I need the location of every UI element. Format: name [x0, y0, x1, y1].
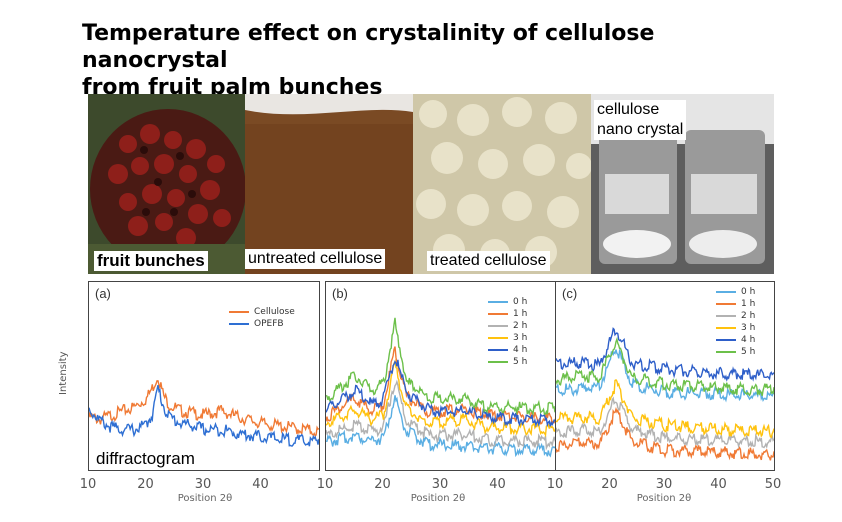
panel-b: (b) 0 h 1 h 2 h 3 h 4 h 5 h	[325, 281, 557, 471]
legend-label: 2 h	[741, 311, 756, 321]
x-axis-label-b: Position 2θ	[410, 493, 466, 504]
legend-entry: 4 h	[488, 344, 527, 356]
legend-label: 0 h	[513, 297, 528, 307]
legend-entry: 3 h	[716, 322, 755, 334]
series-5-h-line	[326, 317, 556, 417]
x-tick-label: 20	[374, 477, 391, 492]
x-tick-label: 10	[79, 477, 97, 492]
x-tick-label: 20	[601, 477, 618, 492]
legend-entry: 2 h	[488, 320, 527, 332]
legend-label: 3 h	[741, 323, 756, 333]
series-2-h-line	[326, 379, 556, 451]
legend-swatch	[488, 337, 508, 339]
legend-swatch	[229, 311, 249, 313]
cnc-caption-line-1: cellulose	[597, 101, 660, 118]
legend-label: 4 h	[513, 345, 528, 355]
treated-cellulose-caption: treated cellulose	[427, 251, 550, 271]
x-tick-label: 30	[194, 477, 212, 492]
panel-b-plot	[326, 317, 556, 458]
x-tick-label: 10	[546, 477, 564, 492]
series-5-h-line	[556, 336, 774, 397]
x-tick-label: 40	[489, 477, 506, 492]
legend-entry: 1 h	[488, 308, 527, 320]
legend-label: 5 h	[513, 357, 528, 367]
untreated-cellulose-caption: untreated cellulose	[245, 249, 386, 269]
y-axis-label: Intensity	[58, 351, 69, 395]
series-1-h-line	[556, 406, 774, 461]
series-1-h-line	[326, 346, 556, 425]
diffractogram-caption: diffractogram	[96, 449, 195, 468]
legend-label: Cellulose	[254, 307, 295, 317]
panel-a-plot	[89, 380, 319, 447]
series-0-h-line	[326, 395, 556, 458]
x-tick-label: 40	[252, 477, 269, 492]
cnc-caption-line-2: nano crystal	[597, 121, 684, 138]
x-tick-label: 40	[710, 477, 727, 492]
cellulose-nanocrystal-caption: cellulose nano crystal	[594, 100, 687, 140]
series-2-h-line	[556, 396, 774, 449]
legend-swatch	[716, 327, 736, 329]
treated-cellulose-photo	[413, 94, 591, 274]
x-tick-label: 30	[655, 477, 673, 492]
series-3-h-line	[556, 379, 774, 439]
legend-entry: Cellulose	[229, 306, 295, 318]
untreated-cellulose-photo	[245, 94, 413, 274]
legend-entry: 5 h	[488, 356, 527, 368]
legend-entry: 1 h	[716, 298, 755, 310]
legend-swatch	[488, 361, 508, 363]
legend-entry: 4 h	[716, 334, 755, 346]
legend-swatch	[716, 351, 736, 353]
legend-label: 2 h	[513, 321, 528, 331]
legend-swatch	[716, 303, 736, 305]
fruit-bunches-photo	[88, 94, 248, 274]
x-tick-label: 10	[316, 477, 334, 492]
legend-label: 1 h	[741, 299, 756, 309]
panel-a-label: (a)	[95, 286, 111, 301]
panel-c: (c) 0 h 1 h 2 h 3 h 4 h 5 h	[555, 281, 775, 471]
x-axis-label-a: Position 2θ	[177, 493, 233, 504]
x-axis-label-c: Position 2θ	[636, 493, 692, 504]
panel-a-legend: Cellulose OPEFB	[229, 306, 295, 330]
panel-c-plot	[556, 327, 774, 461]
legend-entry: 3 h	[488, 332, 527, 344]
legend-label: OPEFB	[254, 319, 284, 329]
panel-b-label: (b)	[332, 286, 348, 301]
legend-label: 5 h	[741, 347, 756, 357]
legend-label: 0 h	[741, 287, 756, 297]
legend-label: 1 h	[513, 309, 528, 319]
legend-entry: 2 h	[716, 310, 755, 322]
title-line-1: Temperature effect on crystalinity of ce…	[82, 21, 655, 73]
x-tick-label: 30	[431, 477, 449, 492]
legend-entry: 0 h	[716, 286, 755, 298]
legend-swatch	[488, 325, 508, 327]
series-opefb-line	[89, 385, 319, 447]
legend-swatch	[716, 339, 736, 341]
legend-label: 3 h	[513, 333, 528, 343]
legend-entry: OPEFB	[229, 318, 295, 330]
series-4-h-line	[556, 327, 774, 382]
series-3-h-line	[326, 359, 556, 438]
series-4-h-line	[326, 359, 556, 428]
legend-entry: 0 h	[488, 296, 527, 308]
panel-b-legend: 0 h 1 h 2 h 3 h 4 h 5 h	[488, 296, 527, 368]
panel-c-label: (c)	[562, 286, 578, 301]
x-tick-label: 20	[137, 477, 154, 492]
legend-swatch	[488, 301, 508, 303]
legend-swatch	[229, 323, 249, 325]
series-cellulose-line	[89, 380, 319, 438]
legend-swatch	[716, 291, 736, 293]
page-title: Temperature effect on crystalinity of ce…	[82, 20, 802, 101]
legend-entry: 5 h	[716, 346, 755, 358]
x-tick-label: 50	[764, 477, 782, 492]
legend-swatch	[488, 313, 508, 315]
panel-a: (a) Cellulose OPEFB	[88, 281, 320, 471]
legend-label: 4 h	[741, 335, 756, 345]
fruit-bunches-caption: fruit bunches	[94, 251, 208, 271]
panel-c-legend: 0 h 1 h 2 h 3 h 4 h 5 h	[716, 286, 755, 358]
legend-swatch	[716, 315, 736, 317]
legend-swatch	[488, 349, 508, 351]
